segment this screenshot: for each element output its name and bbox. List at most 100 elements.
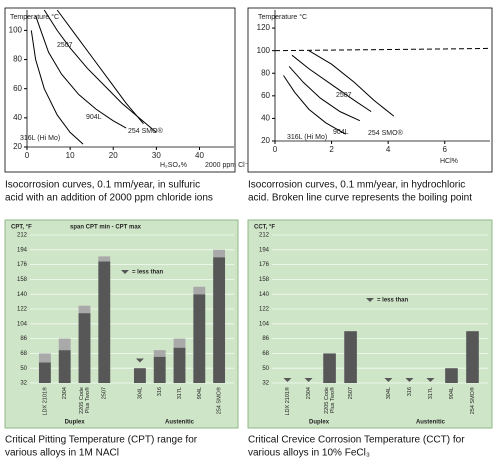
- x-tick-label: 20: [109, 151, 118, 160]
- range-bar: [193, 286, 206, 295]
- x-tick-label: 904L: [449, 387, 455, 399]
- group-label: Austenitic: [416, 420, 446, 426]
- y-tick-label: 32: [262, 381, 269, 387]
- x-tick-label: 904L: [197, 387, 203, 399]
- range-bar: [58, 338, 71, 351]
- y-axis-label: CCT, °F: [254, 225, 275, 231]
- y-tick-label: 176: [17, 262, 28, 268]
- x-tick-label: 2205 Code: [324, 387, 330, 414]
- x-tick-label: 40: [195, 151, 204, 160]
- group-label: Duplex: [65, 420, 86, 426]
- y-tick-label: 60: [13, 84, 22, 93]
- y-tick-label: 140: [17, 292, 28, 298]
- legend-triangle: [366, 298, 374, 302]
- x-tick-label: LDX 2101®: [41, 387, 48, 416]
- x-tick-label: 304L: [386, 387, 392, 399]
- chart-frame: [4, 7, 236, 173]
- curve: [56, 9, 144, 125]
- x-tick-label: 304L: [137, 387, 143, 399]
- x-tick-label: 316: [407, 387, 413, 396]
- y-tick-label: 140: [259, 292, 270, 298]
- x-tick-label: 2507: [102, 387, 108, 399]
- y-tick-label: 158: [17, 277, 28, 283]
- chart-frame: [247, 7, 493, 173]
- bar: [213, 257, 226, 383]
- bar: [445, 368, 458, 383]
- x-tick-label: Plus Two®: [84, 387, 91, 413]
- x-tick-label: 317L: [428, 387, 434, 399]
- x-tick-label: 317L: [177, 387, 183, 399]
- y-tick-label: 60: [261, 91, 270, 100]
- y-tick-label: 50: [20, 366, 27, 372]
- curve-label: 2507: [336, 92, 352, 99]
- y-axis-label: CPT, °F: [11, 225, 32, 231]
- curve: [288, 66, 361, 122]
- curve-label: 904L: [86, 114, 102, 121]
- y-tick-label: 100: [9, 26, 23, 35]
- bar: [193, 294, 206, 383]
- y-tick-label: 20: [261, 136, 270, 145]
- y-tick-label: 20: [13, 142, 22, 151]
- curve: [283, 75, 346, 135]
- x-tick-label: 30: [152, 151, 161, 160]
- bar: [344, 331, 357, 383]
- bar: [466, 331, 479, 383]
- x-tick-label: 2304: [62, 387, 68, 399]
- y-tick-label: 120: [257, 23, 271, 32]
- range-bar: [153, 350, 166, 357]
- range-bar: [173, 338, 186, 348]
- curve: [35, 15, 127, 129]
- bar: [78, 313, 91, 383]
- x-tick-label: Plus Two®: [329, 387, 336, 413]
- bar: [58, 350, 71, 383]
- less-than-marker: [135, 358, 144, 363]
- y-tick-label: 104: [259, 321, 270, 327]
- less-than-marker: [304, 378, 313, 382]
- y-tick-label: 68: [20, 351, 27, 357]
- caption: various alloys in 1M NACl: [5, 448, 119, 459]
- caption: acid with an addition of 2000 ppm chlori…: [5, 193, 213, 204]
- y-axis-label: Temperature °C: [10, 13, 59, 21]
- curve-label: 254 SMO®: [368, 129, 404, 137]
- curve-label: 254 SMO®: [128, 127, 164, 135]
- curve: [274, 47, 491, 52]
- bar: [323, 353, 336, 383]
- curve: [30, 30, 84, 145]
- caption: Critical Pitting Temperature (CPT) range…: [5, 435, 198, 446]
- y-tick-label: 100: [257, 46, 271, 55]
- y-tick-label: 104: [17, 321, 28, 327]
- y-tick-label: 176: [259, 262, 270, 268]
- range-bar: [213, 249, 226, 258]
- y-tick-label: 68: [262, 351, 269, 357]
- caption: Critical Crevice Corrosion Temperature (…: [248, 435, 465, 446]
- range-bar: [78, 305, 91, 314]
- bar: [173, 347, 186, 383]
- range-bar: [98, 256, 111, 262]
- caption: Isocorrosion curves, 0.1 mm/year, in sul…: [5, 180, 200, 191]
- curve: [308, 50, 395, 117]
- y-tick-label: 50: [262, 366, 269, 372]
- bar: [153, 356, 166, 383]
- x-axis-label: 2000 ppm Cl⁻: [205, 162, 249, 169]
- y-tick-label: 194: [17, 247, 28, 253]
- y-tick-label: 194: [259, 247, 270, 253]
- curve-label: 904L: [333, 129, 349, 136]
- bar: [38, 362, 51, 383]
- x-tick-label: 316: [157, 387, 163, 396]
- range-bar: [38, 353, 51, 363]
- span-label: span CPT min - CPT max: [70, 225, 142, 231]
- y-tick-label: 40: [13, 113, 22, 122]
- legend-triangle: [121, 270, 129, 274]
- y-tick-label: 86: [20, 336, 27, 342]
- curve-label: 316L (Hi Mo): [287, 134, 327, 141]
- x-tick-label: LDX 2101®: [284, 387, 291, 416]
- y-tick-label: 32: [20, 381, 27, 387]
- x-tick-label: 254 SMO®: [216, 387, 223, 414]
- curve-label: 2507: [57, 42, 73, 49]
- x-tick-label: 2205 Code: [79, 387, 85, 414]
- x-tick-label: 0: [273, 145, 278, 154]
- x-axis-label: HCl%: [440, 158, 458, 165]
- y-tick-label: 158: [259, 277, 270, 283]
- x-tick-label: 0: [25, 151, 30, 160]
